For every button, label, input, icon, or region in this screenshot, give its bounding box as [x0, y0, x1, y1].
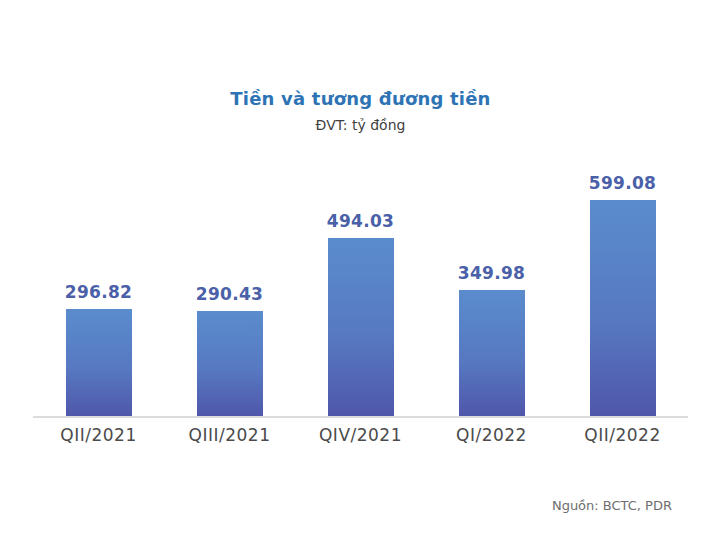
- plot-area: 296.82290.43494.03349.98599.08 QII/2021Q…: [33, 160, 688, 445]
- bar-slot: 349.98: [426, 263, 557, 416]
- x-axis-label: QII/2021: [33, 418, 164, 445]
- x-axis-label: QIII/2021: [164, 418, 295, 445]
- bars-row: 296.82 290.43 494.03 349.98 599.08: [33, 160, 688, 418]
- source-note: Nguồn: BCTC, PDR: [552, 498, 672, 513]
- bar-value-label: 599.08: [589, 173, 656, 193]
- chart-subtitle: ĐVT: tỷ đồng: [33, 117, 688, 133]
- bar: [197, 311, 263, 416]
- bar: [328, 238, 394, 416]
- x-axis-label: QIV/2021: [295, 418, 426, 445]
- bar-slot: 599.08: [557, 173, 688, 416]
- x-axis-labels: QII/2021QIII/2021QIV/2021QI/2022QII/2022: [33, 418, 688, 445]
- bar-value-label: 349.98: [458, 263, 525, 283]
- bar-slot: 296.82: [33, 282, 164, 416]
- bar: [459, 290, 525, 416]
- bar-slot: 290.43: [164, 284, 295, 416]
- chart-title: Tiền và tương đương tiền: [33, 88, 688, 109]
- bar: [66, 309, 132, 416]
- x-axis-label: QI/2022: [426, 418, 557, 445]
- bar-value-label: 494.03: [327, 211, 394, 231]
- chart-canvas: Tiền và tương đương tiền ĐVT: tỷ đồng 29…: [0, 0, 720, 540]
- bar-slot: 494.03: [295, 211, 426, 416]
- bar-value-label: 296.82: [65, 282, 132, 302]
- x-axis-label: QII/2022: [557, 418, 688, 445]
- bar-value-label: 290.43: [196, 284, 263, 304]
- bar: [590, 200, 656, 416]
